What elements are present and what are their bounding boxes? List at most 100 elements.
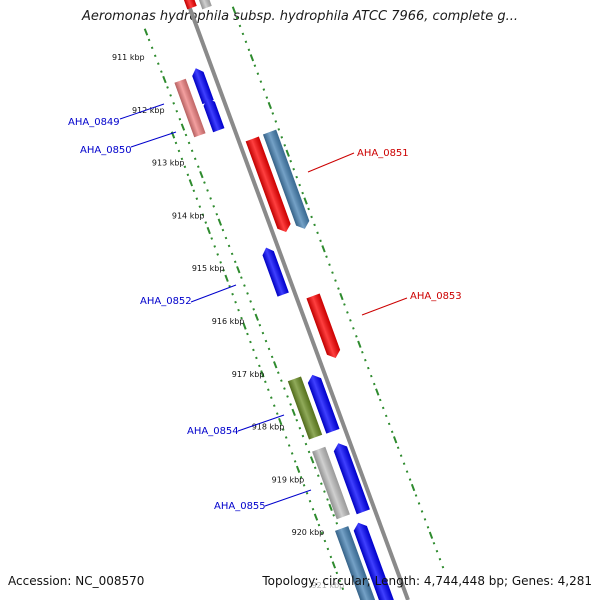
label-AHA_0854[interactable]: AHA_0854	[187, 426, 239, 437]
tick-minor	[295, 175, 298, 179]
tick-minor	[326, 498, 329, 501]
leader-AHA_0851	[307, 152, 355, 173]
tick-minor	[190, 149, 194, 153]
tick-minor	[420, 510, 424, 513]
tick-major	[188, 179, 194, 187]
gene-AHA_0855[interactable]	[312, 446, 350, 520]
label-AHA_0850[interactable]: AHA_0850	[80, 145, 132, 156]
tick-minor	[320, 482, 323, 485]
tick-minor	[227, 244, 231, 248]
tick-minor	[212, 205, 215, 208]
kbp-label: 921 kbp	[312, 581, 345, 590]
tick-minor	[396, 446, 400, 450]
tick-major	[331, 561, 337, 569]
gene-label-group: AHA_0849 AHA_0850 AHA_0851 AHA_0852 AHA_…	[68, 103, 462, 512]
tick-minor	[405, 470, 409, 473]
label-AHA_0852[interactable]: AHA_0852	[140, 296, 192, 307]
label-AHA_0853[interactable]: AHA_0853	[410, 291, 462, 302]
tick-minor	[187, 141, 191, 145]
tick-minor	[240, 316, 243, 320]
tick-major	[278, 417, 283, 426]
tick-minor	[219, 261, 222, 264]
tick-minor	[252, 308, 255, 311]
tick-minor	[264, 380, 267, 384]
gene-AHA_0851[interactable]	[245, 136, 293, 235]
tick-major	[236, 266, 241, 274]
outer-left-tick-track	[143, 28, 366, 596]
tick-minor	[332, 514, 335, 517]
tick-minor	[272, 404, 276, 407]
tick-minor	[308, 499, 312, 503]
gene-AHA_0854[interactable]	[287, 376, 323, 440]
tick-major	[249, 54, 255, 62]
label-AHA_0855[interactable]: AHA_0855	[214, 501, 266, 512]
tick-minor	[317, 474, 320, 478]
tick-minor	[270, 396, 273, 399]
tick-major	[231, 6, 237, 14]
tick-minor	[198, 205, 202, 208]
gene-top-red[interactable]	[182, 0, 197, 10]
kbp-label: 913 kbp	[152, 159, 185, 168]
kbp-label: 919 kbp	[272, 475, 305, 484]
tick-minor	[192, 189, 196, 193]
tick-minor	[438, 557, 442, 561]
tick-minor	[423, 518, 427, 521]
tick-minor	[264, 339, 268, 343]
tick-minor	[147, 38, 151, 42]
tick-minor	[256, 72, 260, 75]
tick-minor	[325, 255, 328, 259]
gene-AHA_0849[interactable]	[174, 78, 206, 138]
gene-AHA_0852[interactable]	[260, 246, 289, 297]
kbp-label-group: 911 kbp 912 kbp 913 kbp 914 kbp 915 kbp 916 k…	[112, 53, 344, 590]
tick-minor	[153, 54, 157, 58]
tick-minor	[270, 355, 274, 359]
tick-minor	[323, 490, 326, 493]
tick-minor	[337, 287, 340, 290]
tick-major	[339, 292, 344, 301]
tick-minor	[184, 133, 188, 137]
gene-AHA_0854b[interactable]	[306, 372, 340, 434]
gene-AHA_0855b[interactable]	[332, 441, 370, 515]
gene-AHA_0850b[interactable]	[202, 96, 225, 133]
tick-minor	[175, 109, 179, 113]
kbp-label: 915 kbp	[192, 264, 225, 273]
tick-minor	[319, 239, 322, 243]
tick-minor	[301, 191, 304, 195]
tick-minor	[209, 197, 212, 200]
tick-major	[206, 226, 211, 235]
tick-minor	[204, 221, 208, 224]
tick-minor	[215, 212, 219, 216]
label-AHA_0849[interactable]: AHA_0849	[68, 117, 120, 128]
leader-AHA_0849	[119, 103, 165, 120]
tick-minor	[338, 579, 342, 583]
tick-minor	[258, 323, 262, 327]
tick-minor	[177, 149, 181, 153]
tick-minor	[364, 358, 367, 362]
tick-minor	[287, 444, 291, 447]
tick-minor	[193, 157, 197, 161]
gene-AHA_0851b[interactable]	[262, 129, 311, 232]
gene-bottom-steel[interactable]	[335, 526, 376, 600]
tick-minor	[253, 64, 257, 67]
gene-bottom-blue[interactable]	[352, 520, 395, 600]
tick-minor	[150, 46, 154, 50]
tick-minor	[169, 94, 172, 97]
gene-AHA_0850a[interactable]	[190, 66, 214, 105]
gene-top-gray[interactable]	[197, 0, 212, 10]
tick-major	[295, 465, 301, 473]
leader-AHA_0855	[264, 489, 312, 507]
label-AHA_0851[interactable]: AHA_0851	[357, 148, 409, 159]
tick-minor	[346, 311, 349, 314]
tick-minor	[370, 374, 373, 378]
kbp-label: 917 kbp	[232, 370, 265, 379]
tick-minor	[252, 348, 255, 352]
tick-minor	[326, 547, 330, 551]
tick-minor	[280, 379, 283, 382]
tick-major	[303, 197, 308, 205]
tick-minor	[255, 356, 258, 360]
genome-backbone	[184, 0, 410, 600]
tick-minor	[233, 260, 237, 264]
tick-minor	[274, 120, 278, 123]
gene-AHA_0853[interactable]	[306, 293, 342, 361]
tick-minor	[286, 395, 289, 398]
